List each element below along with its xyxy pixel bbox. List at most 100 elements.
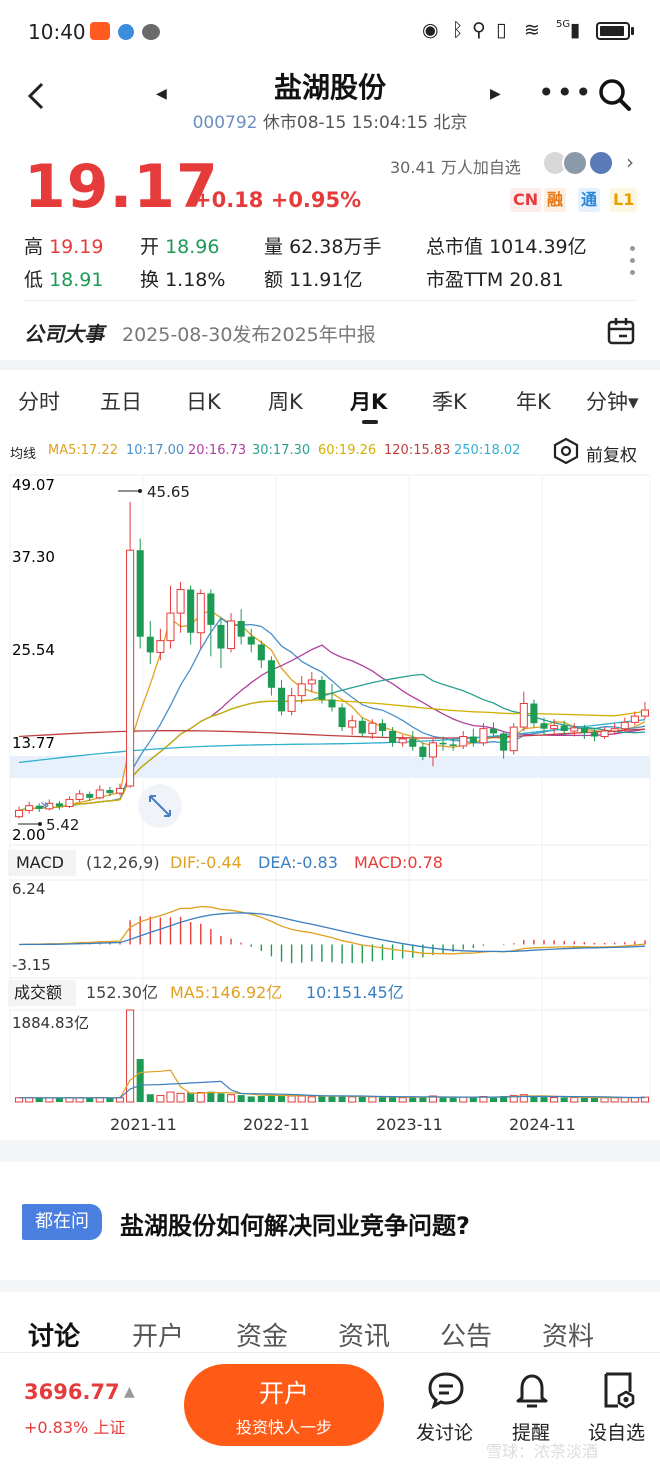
candle-body <box>227 620 236 649</box>
volume-bar <box>419 1097 427 1102</box>
open-account-title: 开户 <box>258 1379 309 1408</box>
kline-chart[interactable]: 49.07 37.30 25.54 13.77 2.00 45.65 5.42 … <box>0 470 660 1140</box>
index-value[interactable]: 3696.77 <box>24 1380 120 1404</box>
more-stats-icon[interactable] <box>630 246 636 282</box>
volume-bar <box>580 1097 588 1102</box>
volume-bar <box>368 1096 377 1103</box>
remind-button[interactable] <box>512 1370 552 1410</box>
candle-body <box>15 809 24 818</box>
x-tick-label: 2023-11 <box>376 1115 443 1134</box>
candle-body <box>590 732 599 737</box>
candle-body <box>500 733 508 751</box>
volume-bar <box>610 1097 619 1103</box>
badge-cn[interactable]: CN <box>510 188 542 212</box>
volume-bar <box>237 1095 245 1102</box>
candle-body <box>398 738 407 744</box>
volume-bar <box>156 1095 165 1103</box>
calendar-button[interactable] <box>606 316 636 346</box>
add-watchlist-button[interactable] <box>598 1370 638 1410</box>
tab-yearly-k[interactable]: 年K <box>516 390 551 414</box>
ma10-value: 10:17.00 <box>126 443 185 458</box>
taobao-app-icon <box>90 22 110 40</box>
tab-quarterly-k[interactable]: 季K <box>432 390 467 414</box>
x-tick-label: 2022-11 <box>243 1115 310 1134</box>
tab-five-day[interactable]: 五日 <box>100 390 142 414</box>
tab-intraday[interactable]: 分时 <box>18 390 60 414</box>
tab-daily-k[interactable]: 日K <box>186 390 221 414</box>
prev-stock-button[interactable]: ◀ <box>156 86 167 102</box>
status-bar: 10:40 ◉ ᛒ ⚲ ▯ ≋ 5G ▮ <box>0 0 660 62</box>
volume-bar <box>449 1097 457 1102</box>
x-tick-label: 2021-11 <box>110 1115 177 1134</box>
expand-button[interactable] <box>138 784 182 828</box>
calendar-icon <box>607 318 635 345</box>
bell-icon <box>516 1374 548 1408</box>
expand-icon <box>149 795 171 817</box>
volume-bar <box>277 1095 286 1102</box>
y-tick-label: 13.77 <box>12 734 55 752</box>
tab-discussion[interactable]: 讨论 <box>28 1322 81 1352</box>
post-discussion-label[interactable]: 发讨论 <box>416 1422 474 1444</box>
volume-bar <box>227 1094 236 1103</box>
price-change: +0.18 +0.95% <box>194 188 362 212</box>
badge-margin[interactable]: 融 <box>544 188 567 212</box>
event-text[interactable]: 2025-08-30发布2025年中报 <box>122 324 376 346</box>
ask-card[interactable] <box>0 1162 660 1280</box>
adjust-button[interactable] <box>552 437 580 465</box>
chevron-right-icon[interactable]: › <box>626 150 634 174</box>
next-stock-button[interactable]: ▶ <box>490 86 501 102</box>
badge-l1[interactable]: L1 <box>610 188 638 212</box>
eye-icon: ◉ <box>422 19 439 41</box>
tab-announcements[interactable]: 公告 <box>440 1322 493 1352</box>
volume-bar <box>439 1097 447 1102</box>
signal-icon: ▮ <box>570 19 581 41</box>
candle-body <box>106 789 114 794</box>
candle-body <box>620 721 629 730</box>
post-discussion-button[interactable] <box>426 1370 466 1410</box>
tab-minute[interactable]: 分钟▾ <box>586 390 639 414</box>
index-change[interactable]: +0.83% 上证 <box>24 1418 126 1437</box>
back-button[interactable] <box>22 78 52 114</box>
volume-bar <box>187 1092 195 1102</box>
candle-body <box>368 722 377 734</box>
stat-turnover: 换 1.18% <box>140 269 226 291</box>
search-button[interactable] <box>598 78 632 112</box>
candle-body <box>115 787 125 794</box>
volume-bar <box>126 1009 135 1103</box>
candle-body <box>328 699 336 708</box>
candle-body <box>45 802 54 810</box>
tab-open-account[interactable]: 开户 <box>132 1322 185 1352</box>
macd-value: MACD:0.78 <box>354 853 443 872</box>
more-button[interactable]: ••• <box>538 76 594 109</box>
tab-capital[interactable]: 资金 <box>236 1322 289 1352</box>
ma20-value: 20:16.73 <box>188 443 247 458</box>
macd-dea-line <box>18 912 646 953</box>
candle-body <box>35 805 43 809</box>
remind-label[interactable]: 提醒 <box>512 1422 551 1444</box>
candle-body <box>287 695 296 712</box>
candle-body <box>95 789 104 799</box>
candle-body <box>428 742 437 758</box>
candle-body <box>530 703 538 724</box>
candle-body <box>207 593 215 625</box>
tab-news[interactable]: 资讯 <box>338 1322 391 1352</box>
add-watchlist-label[interactable]: 设自选 <box>588 1422 646 1444</box>
badge-connect[interactable]: 通 <box>578 188 601 212</box>
volume-bar <box>338 1095 346 1102</box>
macd-params: (12,26,9) <box>86 853 160 872</box>
tab-monthly-k[interactable]: 月K <box>350 390 388 414</box>
candle-body <box>237 620 245 637</box>
ask-question[interactable]: 盐湖股份如何解决同业竞争问题? <box>120 1212 470 1240</box>
divider <box>24 300 636 301</box>
candle-body <box>580 727 588 733</box>
tab-weekly-k[interactable]: 周K <box>268 390 303 414</box>
followers-count[interactable]: 30.41 万人加自选 <box>390 158 521 177</box>
tab-underline <box>362 420 378 424</box>
open-account-button[interactable]: 开户 投资快人一步 <box>184 1364 384 1446</box>
tab-profile[interactable]: 资料 <box>542 1322 595 1352</box>
adjust-label[interactable]: 前复权 <box>586 446 637 466</box>
volume-bar <box>207 1091 215 1102</box>
candle-body <box>389 731 397 743</box>
volume-ma10: 10:151.45亿 <box>306 983 404 1002</box>
event-label[interactable]: 公司大事 <box>24 322 104 346</box>
